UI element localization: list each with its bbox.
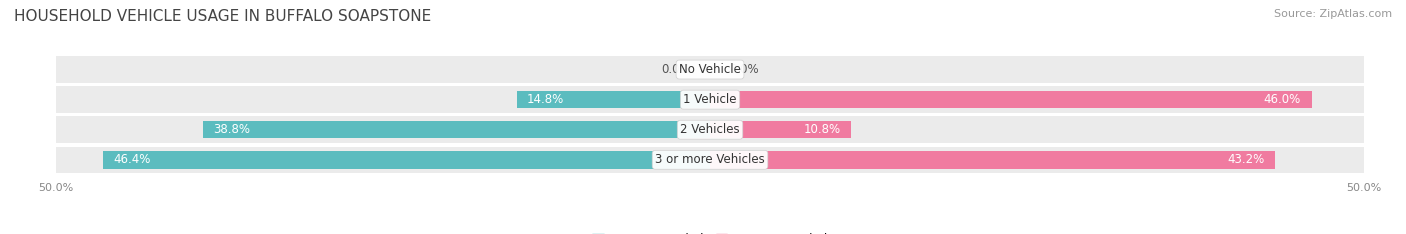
Text: 1 Vehicle: 1 Vehicle: [683, 93, 737, 106]
Text: 2 Vehicles: 2 Vehicles: [681, 123, 740, 136]
Bar: [56, 117, 1364, 143]
Text: 0.0%: 0.0%: [661, 63, 690, 76]
Text: 10.8%: 10.8%: [804, 123, 841, 136]
Text: 46.4%: 46.4%: [114, 153, 152, 166]
Bar: [202, 121, 710, 139]
Bar: [56, 86, 1364, 113]
Text: 38.8%: 38.8%: [214, 123, 250, 136]
Text: 14.8%: 14.8%: [527, 93, 564, 106]
Text: No Vehicle: No Vehicle: [679, 63, 741, 76]
Bar: [710, 121, 851, 139]
Text: Source: ZipAtlas.com: Source: ZipAtlas.com: [1274, 9, 1392, 19]
Text: 0.0%: 0.0%: [730, 63, 759, 76]
Bar: [56, 146, 1364, 173]
Bar: [710, 91, 1312, 108]
Text: 43.2%: 43.2%: [1227, 153, 1264, 166]
Bar: [56, 56, 1364, 83]
Bar: [710, 151, 1275, 168]
Bar: [516, 91, 710, 108]
Legend: Owner-occupied, Renter-occupied: Owner-occupied, Renter-occupied: [586, 228, 834, 234]
Text: 3 or more Vehicles: 3 or more Vehicles: [655, 153, 765, 166]
Bar: [103, 151, 710, 168]
Text: HOUSEHOLD VEHICLE USAGE IN BUFFALO SOAPSTONE: HOUSEHOLD VEHICLE USAGE IN BUFFALO SOAPS…: [14, 9, 432, 24]
Text: 46.0%: 46.0%: [1264, 93, 1301, 106]
